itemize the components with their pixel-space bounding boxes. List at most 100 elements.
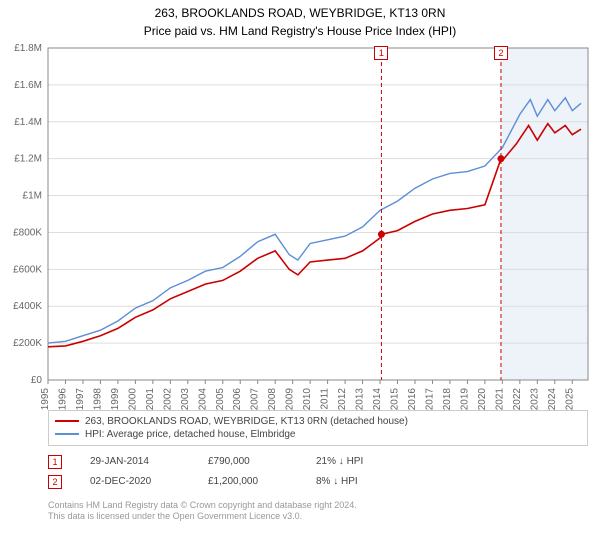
x-tick-label: 2012	[337, 387, 348, 410]
y-tick-label: £400K	[13, 301, 42, 312]
x-tick-label-g: 2011	[320, 387, 331, 409]
sale-marker-label: 1	[374, 46, 388, 60]
x-tick-label: 2008	[267, 387, 278, 410]
x-tick-label: 2016	[407, 387, 418, 410]
y-tick-label: £600K	[13, 264, 42, 275]
sale-row: 1 29-JAN-2014 £790,000 21% ↓ HPI	[48, 452, 588, 472]
x-tick-label-g: 2020	[477, 387, 488, 410]
x-tick-label-g: 2014	[372, 387, 383, 410]
sale-price: £790,000	[208, 456, 288, 467]
x-tick-label: 2007	[250, 387, 261, 410]
x-tick-label: 1996	[57, 387, 68, 410]
x-tick-label-g: 2013	[355, 387, 366, 410]
x-tick-label: 2025	[564, 387, 575, 410]
sale-price: £1,200,000	[208, 476, 288, 487]
chart-svg: £0£200K£400K£600K£800K£1M£1.2M£1.4M£1.6M…	[48, 44, 588, 420]
x-tick-label: 2023	[529, 387, 540, 410]
shaded-region	[501, 48, 588, 380]
x-tick-label-g: 2017	[424, 387, 435, 410]
legend-row: HPI: Average price, detached house, Elmb…	[55, 428, 581, 441]
x-tick-label: 2019	[459, 387, 470, 410]
x-tick-label: 2009	[285, 387, 296, 410]
footnote-line-1: Contains HM Land Registry data © Crown c…	[48, 500, 588, 512]
y-tick-label: £1.6M	[14, 79, 42, 90]
x-tick-label: 2021	[494, 387, 505, 410]
x-tick-label-g: 2012	[337, 387, 348, 410]
x-tick-label-g: 1997	[75, 387, 86, 410]
legend-label: HPI: Average price, detached house, Elmb…	[85, 429, 296, 440]
x-tick-label-g: 2021	[494, 387, 505, 410]
x-tick-label-g: 2016	[407, 387, 418, 410]
chart-container: 263, BROOKLANDS ROAD, WEYBRIDGE, KT13 0R…	[0, 0, 600, 523]
x-tick-label: 1998	[92, 387, 103, 410]
sale-number-box: 1	[48, 455, 62, 469]
x-tick-label: 2006	[232, 387, 243, 410]
x-tick-label: 2004	[197, 387, 208, 410]
x-tick-label: 1997	[75, 387, 86, 410]
x-tick-label-g: 2000	[127, 387, 138, 410]
x-tick-label: 2001	[145, 387, 156, 410]
x-tick-label: 2002	[162, 387, 173, 410]
plot-area: £0£200K£400K£600K£800K£1M£1.2M£1.4M£1.6M…	[48, 44, 588, 404]
x-tick-label-g: 2018	[442, 387, 453, 410]
x-tick-label: 2020	[477, 387, 488, 410]
x-tick-label-g: 2015	[390, 387, 401, 410]
x-tick-label: 2013	[355, 387, 366, 410]
y-tick-label: £200K	[13, 338, 42, 349]
sale-marker-dot	[378, 230, 385, 237]
x-tick-label: 2014	[372, 387, 383, 410]
y-tick-label: £800K	[13, 227, 42, 238]
x-tick-label-g: 1998	[92, 387, 103, 410]
sales-table: 1 29-JAN-2014 £790,000 21% ↓ HPI 2 02-DEC-202…	[48, 452, 588, 492]
x-tick-label-g: 2007	[250, 387, 261, 410]
chart-subtitle: Price paid vs. HM Land Registry's House …	[0, 22, 600, 44]
x-tick-label: 2022	[512, 387, 523, 410]
x-tick-label-g: 1995	[40, 387, 51, 410]
x-tick-label: 1995	[40, 387, 51, 410]
x-tick-label: 2005	[215, 387, 226, 410]
y-tick-label: £0	[31, 375, 43, 386]
y-tick-label: £1M	[23, 190, 42, 201]
footnote: Contains HM Land Registry data © Crown c…	[48, 500, 588, 523]
x-tick-label-g: 2009	[285, 387, 296, 410]
x-tick-label-g: 2025	[564, 387, 575, 410]
x-tick-label: 2024	[547, 387, 558, 410]
x-tick-label: 1999	[110, 387, 121, 410]
x-tick-label: 2015	[390, 387, 401, 410]
x-tick-label-g: 2005	[215, 387, 226, 410]
y-tick-label: £1.4M	[14, 116, 42, 127]
y-tick-label: £1.2M	[14, 153, 42, 164]
legend-swatch	[55, 420, 79, 422]
x-tick-label-g: 2008	[267, 387, 278, 410]
x-tick-label: 2010	[302, 387, 313, 410]
y-tick-label: £1.8M	[14, 43, 42, 54]
x-tick-label-g: 1999	[110, 387, 121, 410]
x-tick-label-g: 2003	[180, 387, 191, 410]
footnote-line-2: This data is licensed under the Open Gov…	[48, 511, 588, 523]
sale-marker-label: 2	[494, 46, 508, 60]
x-tick-label-g: 2010	[302, 387, 313, 410]
sale-date: 29-JAN-2014	[90, 456, 180, 467]
x-tick-label: 2003	[180, 387, 191, 410]
sale-marker-dot	[497, 155, 504, 162]
sale-date: 02-DEC-2020	[90, 476, 180, 487]
x-tick-label-g: 2022	[512, 387, 523, 410]
x-tick-label-g: 2019	[459, 387, 470, 410]
sale-number-box: 2	[48, 475, 62, 489]
x-tick-label: 2000	[127, 387, 138, 410]
sale-delta: 8% ↓ HPI	[316, 476, 358, 487]
x-tick-label-g: 2001	[145, 387, 156, 410]
x-tick-label-g: 2024	[547, 387, 558, 410]
x-tick-label: 2011	[320, 387, 331, 409]
legend-swatch	[55, 433, 79, 435]
x-tick-label-g: 2002	[162, 387, 173, 410]
sale-delta: 21% ↓ HPI	[316, 456, 363, 467]
x-tick-label: 2018	[442, 387, 453, 410]
x-tick-label-g: 2006	[232, 387, 243, 410]
x-tick-label: 2017	[424, 387, 435, 410]
x-tick-label-g: 2023	[529, 387, 540, 410]
sale-row: 2 02-DEC-2020 £1,200,000 8% ↓ HPI	[48, 472, 588, 492]
x-tick-label-g: 2004	[197, 387, 208, 410]
chart-title: 263, BROOKLANDS ROAD, WEYBRIDGE, KT13 0R…	[0, 0, 600, 22]
x-tick-label-g: 1996	[57, 387, 68, 410]
